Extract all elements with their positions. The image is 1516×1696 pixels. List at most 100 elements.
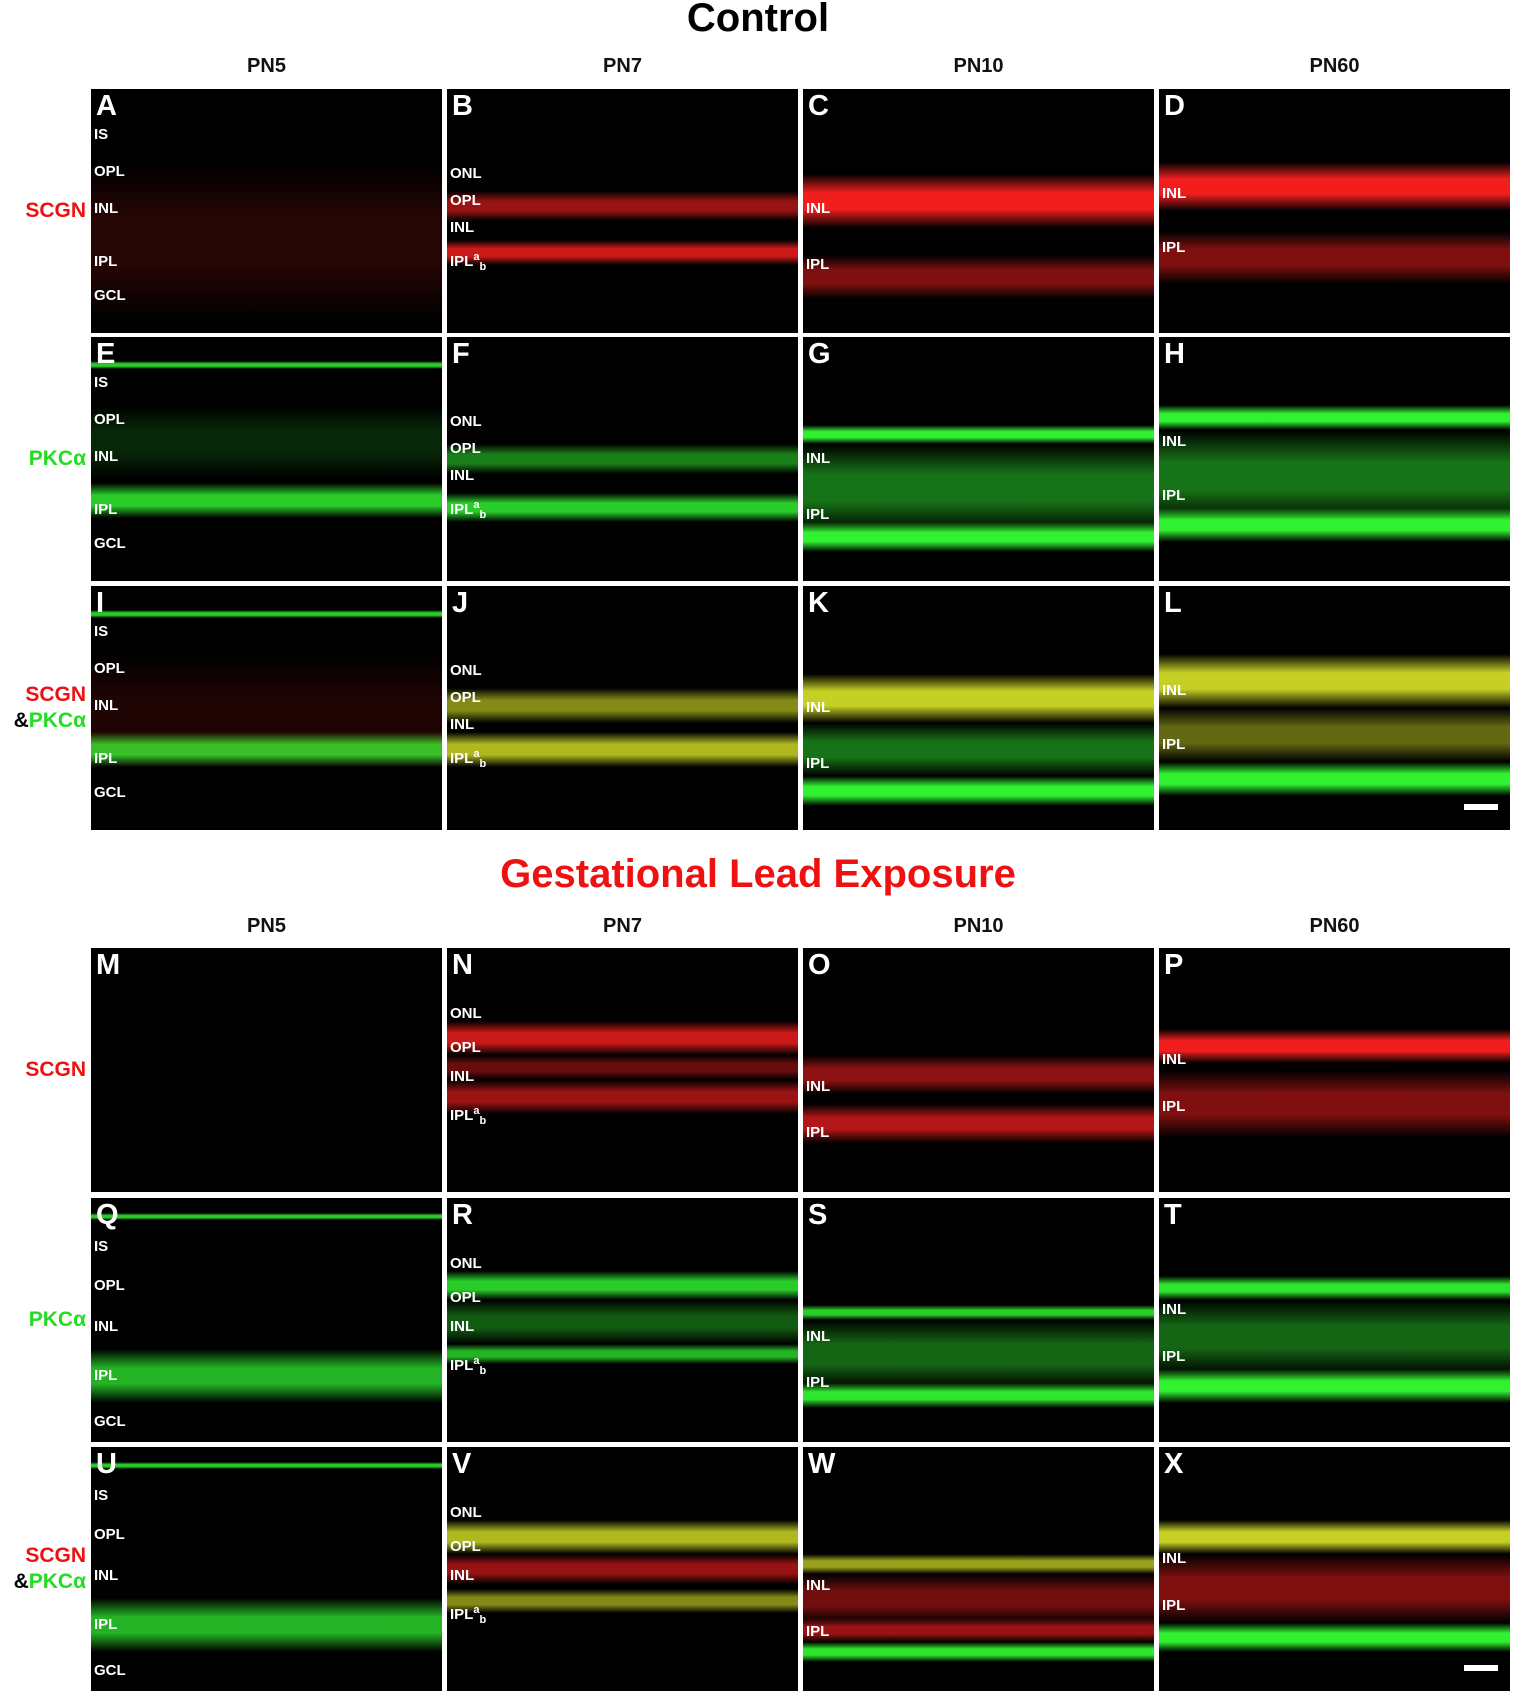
layer-name: IPL xyxy=(450,750,474,768)
row-label: PKCα xyxy=(0,446,86,472)
panel-letter: E xyxy=(96,338,116,370)
fluorescence-band xyxy=(447,1520,798,1555)
column-title: PN7 xyxy=(603,915,642,937)
layer-label: INL xyxy=(94,1568,118,1584)
layer-name: INL xyxy=(806,450,831,467)
micrograph-panel-w: W INL IPL xyxy=(803,1447,1154,1691)
fluorescence-band xyxy=(803,673,1154,723)
micrograph-panel-p: P INL IPL xyxy=(1159,948,1510,1192)
ipl-sublayer-b: b xyxy=(479,261,487,274)
layer-name: IPL xyxy=(806,755,830,773)
micrograph-panel-l: L INL IPL xyxy=(1159,586,1510,830)
fluorescence-band xyxy=(1159,1622,1510,1652)
micrograph-panel-f: F ONL OPL INL IPLab xyxy=(447,337,798,581)
layer-label: OPL xyxy=(450,441,481,457)
layer-name: INL xyxy=(806,1577,831,1595)
layer-name: IS xyxy=(94,623,109,641)
layer-name: OPL xyxy=(450,689,481,707)
layer-name: OPL xyxy=(450,1538,481,1556)
layer-label: IPLab xyxy=(450,749,486,770)
layer-label: INL xyxy=(806,1329,830,1345)
micrograph-panel-i: I IS OPL INL IPL GCL xyxy=(91,586,442,830)
layer-name: IPL xyxy=(1162,1347,1186,1365)
stain-label-line: &PKCα xyxy=(0,708,86,734)
layer-name: IPL xyxy=(450,1357,474,1375)
layer-name: GCL xyxy=(94,1413,126,1431)
layer-name: INL xyxy=(450,1068,475,1086)
layer-label: INL xyxy=(1162,1052,1186,1068)
panel-letter: V xyxy=(452,1448,472,1480)
layer-label: GCL xyxy=(94,1414,126,1430)
fluorescence-band xyxy=(1159,230,1510,285)
fluorescence-band xyxy=(91,162,442,321)
layer-label: OPL xyxy=(450,193,481,209)
layer-label: INL xyxy=(450,468,474,484)
fluorescence-band xyxy=(1159,1070,1510,1139)
layer-name: INL xyxy=(450,716,475,734)
fluorescence-band xyxy=(1159,708,1510,762)
panel-letter: D xyxy=(1164,90,1185,122)
layer-label: INL xyxy=(1162,1302,1186,1318)
fluorescence-band xyxy=(447,493,798,523)
layer-name: IS xyxy=(94,126,109,144)
layer-name: OPL xyxy=(450,1289,481,1307)
layer-name: IPL xyxy=(1162,1596,1186,1614)
fluorescence-band xyxy=(1159,1368,1510,1403)
layer-name: IPL xyxy=(806,1124,830,1142)
layer-label: IS xyxy=(94,1487,108,1504)
layer-label: OPL xyxy=(450,690,481,706)
fluorescence-band xyxy=(91,483,442,518)
layer-name: ONL xyxy=(450,1254,482,1272)
layer-name: INL xyxy=(94,447,119,465)
fluorescence-band xyxy=(447,688,798,723)
layer-name: IPL xyxy=(94,253,118,271)
layer-name: INL xyxy=(1162,1051,1187,1069)
micrograph-panel-n: N ONL OPL INL IPLab xyxy=(447,948,798,1192)
fluorescence-band xyxy=(447,191,798,221)
layer-label: ONL xyxy=(450,1254,482,1272)
fluorescence-band xyxy=(803,1642,1154,1662)
micrograph-panel-r: R ONL OPL INL IPLab xyxy=(447,1198,798,1442)
layer-label: INL xyxy=(806,200,830,217)
layer-label: ONL xyxy=(450,414,482,430)
fluorescence-band xyxy=(803,1320,1154,1389)
layer-label: IPL xyxy=(1162,1098,1185,1115)
layer-label: INL xyxy=(450,717,474,733)
layer-label: GCL xyxy=(94,536,126,552)
fluorescence-band xyxy=(447,1588,798,1613)
fluorescence-band xyxy=(803,522,1154,552)
fluorescence-band xyxy=(1159,405,1510,430)
layer-name: ONL xyxy=(450,413,482,431)
layer-label: IPL xyxy=(1162,1347,1186,1365)
layer-name: IPL xyxy=(1162,238,1186,256)
layer-label: ONL xyxy=(450,663,482,679)
fluorescence-band xyxy=(1159,429,1510,523)
layer-name: IPL xyxy=(450,1107,474,1125)
layer-label: ONL xyxy=(450,1504,482,1521)
section-title: Gestational Lead Exposure xyxy=(500,852,1016,896)
panel-letter: O xyxy=(808,949,831,981)
micrograph-panel-d: D INL IPL xyxy=(1159,89,1510,333)
layer-name: OPL xyxy=(94,410,125,428)
panel-letter: R xyxy=(452,1199,473,1231)
layer-label: IPL xyxy=(94,1617,117,1633)
layer-label: IS xyxy=(94,624,108,640)
ipl-sublayer-b: b xyxy=(479,1365,487,1378)
panel-letter: H xyxy=(1164,338,1185,370)
layer-name: GCL xyxy=(94,1662,126,1680)
layer-name: IPL xyxy=(94,750,118,768)
fluorescence-band xyxy=(803,1617,1154,1643)
layer-name: INL xyxy=(94,1567,119,1585)
layer-name: INL xyxy=(450,467,475,485)
fluorescence-band xyxy=(447,1079,798,1114)
layer-label: INL xyxy=(806,451,830,467)
fluorescence-band xyxy=(447,1271,798,1301)
fluorescence-band xyxy=(447,1300,798,1345)
layer-label: GCL xyxy=(94,288,126,304)
scale-bar xyxy=(1464,1665,1498,1671)
layer-label: IPL xyxy=(94,751,117,767)
micrograph-panel-m: M xyxy=(91,948,442,1192)
stain-label-scgn: SCGN xyxy=(25,1544,86,1567)
layer-label: INL xyxy=(94,200,118,217)
stain-label-pkc: PKCα xyxy=(28,1308,86,1331)
